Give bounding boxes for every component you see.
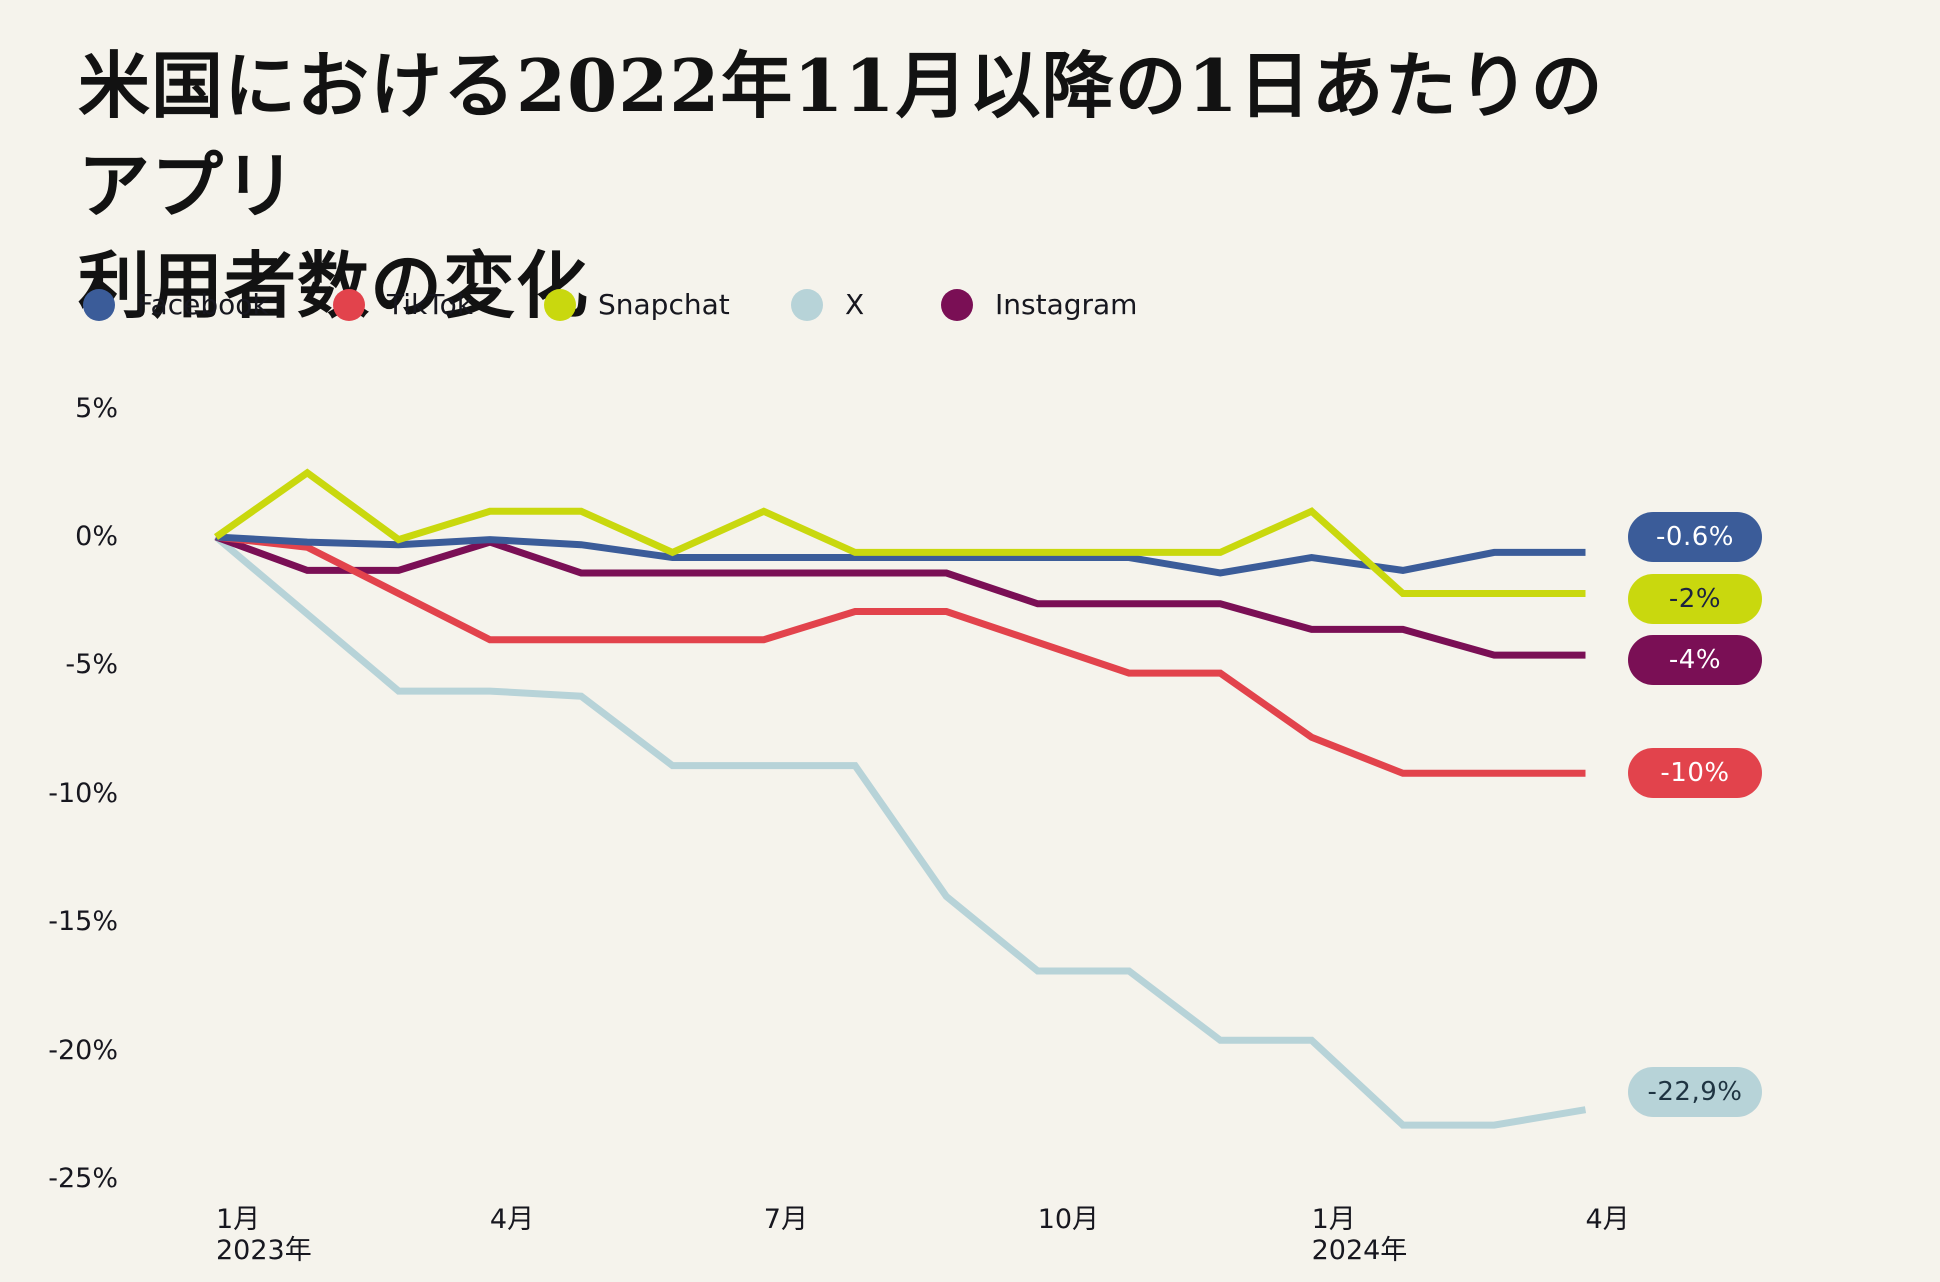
end-label-x: -22,9% bbox=[1628, 1066, 1762, 1117]
x-tick-apr-2024: 4月 bbox=[1585, 1204, 1630, 1235]
y-tick: -15% bbox=[48, 906, 118, 938]
line-facebook bbox=[215, 533, 1586, 577]
legend-label-tiktok: TikTok bbox=[387, 288, 473, 321]
legend: Facebook TikTok Snapchat X Instagram bbox=[0, 287, 1940, 327]
legend-label-instagram: Instagram bbox=[995, 288, 1138, 321]
y-tick: 0% bbox=[75, 521, 118, 552]
legend-item-x: X bbox=[791, 287, 864, 323]
facebook-dot-icon bbox=[83, 289, 115, 321]
x-dot-icon bbox=[791, 289, 823, 321]
legend-item-tiktok: TikTok bbox=[333, 287, 473, 323]
legend-label-snapchat: Snapchat bbox=[598, 288, 730, 321]
x-tick-jul-2023: 7月 bbox=[763, 1204, 808, 1235]
legend-label-facebook: Facebook bbox=[137, 288, 269, 321]
line-x bbox=[213, 534, 1587, 1129]
y-tick: -10% bbox=[48, 777, 118, 809]
end-label-instagram: -4% bbox=[1628, 635, 1762, 686]
x-tick-apr-2023: 4月 bbox=[489, 1204, 535, 1235]
page-title-line2: 利用者数の変化 bbox=[78, 243, 590, 328]
end-label-facebook: -0.6% bbox=[1628, 512, 1762, 563]
y-tick: -20% bbox=[48, 1034, 118, 1066]
legend-item-instagram: Instagram bbox=[941, 287, 1137, 323]
snapchat-dot-icon bbox=[544, 289, 576, 321]
legend-item-snapchat: Snapchat bbox=[544, 287, 730, 323]
legend-item-facebook: Facebook bbox=[83, 287, 269, 323]
end-label-tiktok: -10% bbox=[1628, 748, 1762, 799]
page-title: 米国における2022年11月以降の1日あたりのアプリ 利用者数の変化 bbox=[78, 36, 1638, 336]
end-label-snapchat: -2% bbox=[1628, 574, 1762, 625]
y-tick: -5% bbox=[65, 649, 118, 681]
x-tick-jan-2024: 1月 2024年 bbox=[1311, 1204, 1408, 1266]
x-tick-oct-2023: 10月 bbox=[1037, 1204, 1100, 1235]
y-tick: 5% bbox=[75, 392, 118, 424]
x-tick-jan-2023: 1月 2023年 bbox=[216, 1204, 312, 1266]
legend-label-x: X bbox=[845, 288, 865, 321]
line-snapchat bbox=[213, 468, 1586, 597]
tiktok-dot-icon bbox=[333, 289, 365, 321]
page-title-line1: 米国における2022年11月以降の1日あたりのアプリ bbox=[78, 43, 1604, 228]
instagram-dot-icon bbox=[941, 289, 973, 321]
y-tick: -25% bbox=[48, 1163, 118, 1194]
line-instagram bbox=[214, 533, 1586, 659]
line-tiktok bbox=[215, 533, 1586, 777]
